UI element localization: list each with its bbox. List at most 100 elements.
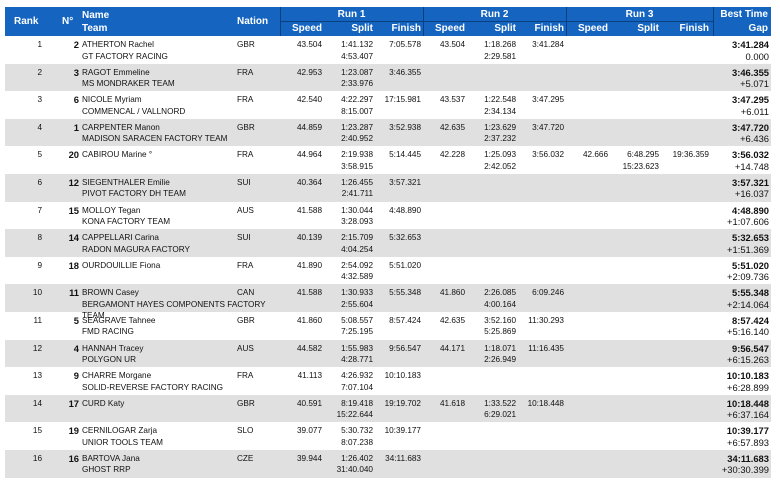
run1-split2: 3:28.093: [341, 217, 373, 227]
gap: +6.011: [740, 105, 769, 117]
team-name: BERGAMONT HAYES COMPONENTS FACTORY TEAM: [82, 299, 266, 320]
run1-finish: 8:57.424: [389, 315, 421, 325]
best-time: 4:48.890: [731, 204, 769, 216]
run1-split2: 15:22.644: [336, 410, 373, 420]
best-time: 9:56.547: [731, 342, 769, 354]
best-time: 5:32.653: [731, 232, 769, 244]
run1-finish: 34:11.683: [385, 453, 421, 463]
bib-number: 11: [69, 287, 79, 299]
run2-finish: 11:16.435: [528, 343, 564, 353]
header-run2-finish: Finish: [534, 23, 564, 34]
run1-finish: 5:32.653: [389, 233, 421, 243]
run1-finish: 3:57.321: [389, 177, 421, 187]
header-best-time: Best Time: [720, 9, 768, 20]
run1-finish: 17:15.981: [384, 95, 421, 105]
rank-cell: 15: [32, 426, 42, 436]
rank-cell: 3: [37, 95, 42, 105]
nation-code: GBR: [237, 315, 255, 325]
bib-number: 20: [68, 149, 79, 161]
nation-code: FRA: [237, 67, 254, 77]
best-time: 10:39.177: [726, 425, 769, 437]
run1-finish: 3:46.355: [389, 67, 421, 77]
header-run3: Run 3: [625, 9, 654, 20]
run2-split2: 5:25.869: [484, 327, 516, 337]
nation-code: FRA: [237, 371, 254, 381]
run1-split: 2:15.709: [341, 233, 373, 243]
team-name: GT FACTORY RACING: [82, 51, 168, 61]
table-row: 15 19 CERNILOGAR Zarja UNIOR TOOLS TEAM SLO 3…: [5, 422, 771, 450]
run2-split: 1:22.548: [484, 95, 516, 105]
nation-code: AUS: [237, 343, 254, 353]
run1-split2: 4:53.407: [341, 51, 373, 61]
table-row: 6 12 SIEGENTHALER Emilie PIVOT FACTORY DH T…: [5, 173, 771, 202]
rider-name: MOLLOY Tegan: [82, 205, 141, 215]
run1-split2: 2:40.952: [341, 134, 373, 144]
run1-speed: 41.860: [296, 315, 322, 325]
bib-number: 14: [68, 232, 79, 244]
run1-split2: 7:07.104: [341, 382, 373, 392]
bib-number: 3: [73, 66, 79, 78]
rider-name: CARPENTER Manon: [82, 122, 160, 132]
gap: 0.000: [745, 50, 769, 62]
rank-cell: 11: [33, 315, 43, 325]
run2-finish: 10:18.448: [527, 398, 564, 408]
run1-speed: 41.588: [296, 288, 322, 298]
best-time: 3:47.295: [731, 94, 769, 106]
header-run2-split: Split: [494, 23, 516, 34]
run3-speed: 42.666: [582, 150, 608, 160]
nation-code: FRA: [237, 95, 254, 105]
header-run3-finish: Finish: [679, 23, 709, 34]
team-name: FMD RACING: [82, 327, 134, 337]
run1-finish: 19:19.702: [384, 398, 421, 408]
run1-split2: 8:15.007: [341, 106, 373, 116]
best-time: 8:57.424: [731, 314, 769, 326]
run1-split2: 8:07.238: [341, 437, 373, 447]
bib-number: 15: [68, 204, 79, 216]
run1-finish: 5:51.020: [389, 260, 421, 270]
nation-code: GBR: [237, 122, 255, 132]
nation-code: CAN: [237, 288, 255, 298]
best-time: 10:18.448: [726, 397, 769, 409]
rider-name: CABIROU Marine °: [82, 150, 153, 160]
gap: +6:15.263: [727, 354, 769, 366]
team-name: MADISON SARACEN FACTORY TEAM: [82, 134, 228, 144]
run2-split: 1:18.071: [484, 343, 516, 353]
header-run2-speed: Speed: [434, 23, 465, 34]
rank-cell: 14: [32, 398, 42, 408]
run1-split: 1:26.455: [341, 177, 373, 187]
rider-name: SEAGRAVE Tahnee: [82, 315, 156, 325]
team-name: POLYGON UR: [82, 355, 136, 365]
run2-split: 1:25.093: [484, 150, 516, 160]
table-row: 3 6 NICOLE Myriam COMMENCAL / VALLNORD FRA 42…: [5, 91, 771, 119]
run1-speed: 43.504: [296, 40, 322, 49]
run1-speed: 44.964: [296, 150, 322, 160]
run1-split: 8:19.418: [341, 398, 373, 408]
run1-split: 1:30.044: [341, 205, 373, 215]
run1-speed: 39.944: [296, 453, 322, 463]
run2-split2: 2:29.581: [484, 51, 516, 61]
bib-number: 5: [73, 314, 79, 326]
best-time: 34:11.683: [727, 452, 769, 464]
run1-split: 4:26.932: [341, 371, 373, 381]
run2-split2: 2:42.052: [484, 161, 516, 171]
run1-speed: 41.588: [296, 205, 322, 215]
bib-number: 1: [73, 121, 79, 133]
table-row: 2 3 RAGOT Emmeline MS MONDRAKER TEAM FRA 42.9…: [5, 63, 771, 92]
header-run1-speed: Speed: [291, 23, 322, 34]
header-run2: Run 2: [480, 9, 509, 20]
best-time: 3:56.032: [731, 149, 769, 161]
gap: +16.037: [734, 188, 769, 200]
run1-split: 1:23.287: [341, 122, 373, 132]
bib-number: 9: [73, 370, 79, 382]
bib-number: 12: [68, 176, 79, 188]
run1-finish: 9:56.547: [389, 343, 421, 353]
bib-number: 18: [68, 259, 79, 271]
nation-code: FRA: [237, 150, 254, 160]
run1-split: 1:55.983: [341, 343, 373, 353]
run2-speed: 44.171: [439, 343, 465, 353]
nation-code: FRA: [237, 260, 254, 270]
run1-split: 1:26.402: [341, 453, 373, 463]
run1-split: 1:41.132: [341, 40, 373, 49]
rank-cell: 5: [37, 150, 42, 160]
run1-finish: 5:14.445: [389, 150, 421, 160]
